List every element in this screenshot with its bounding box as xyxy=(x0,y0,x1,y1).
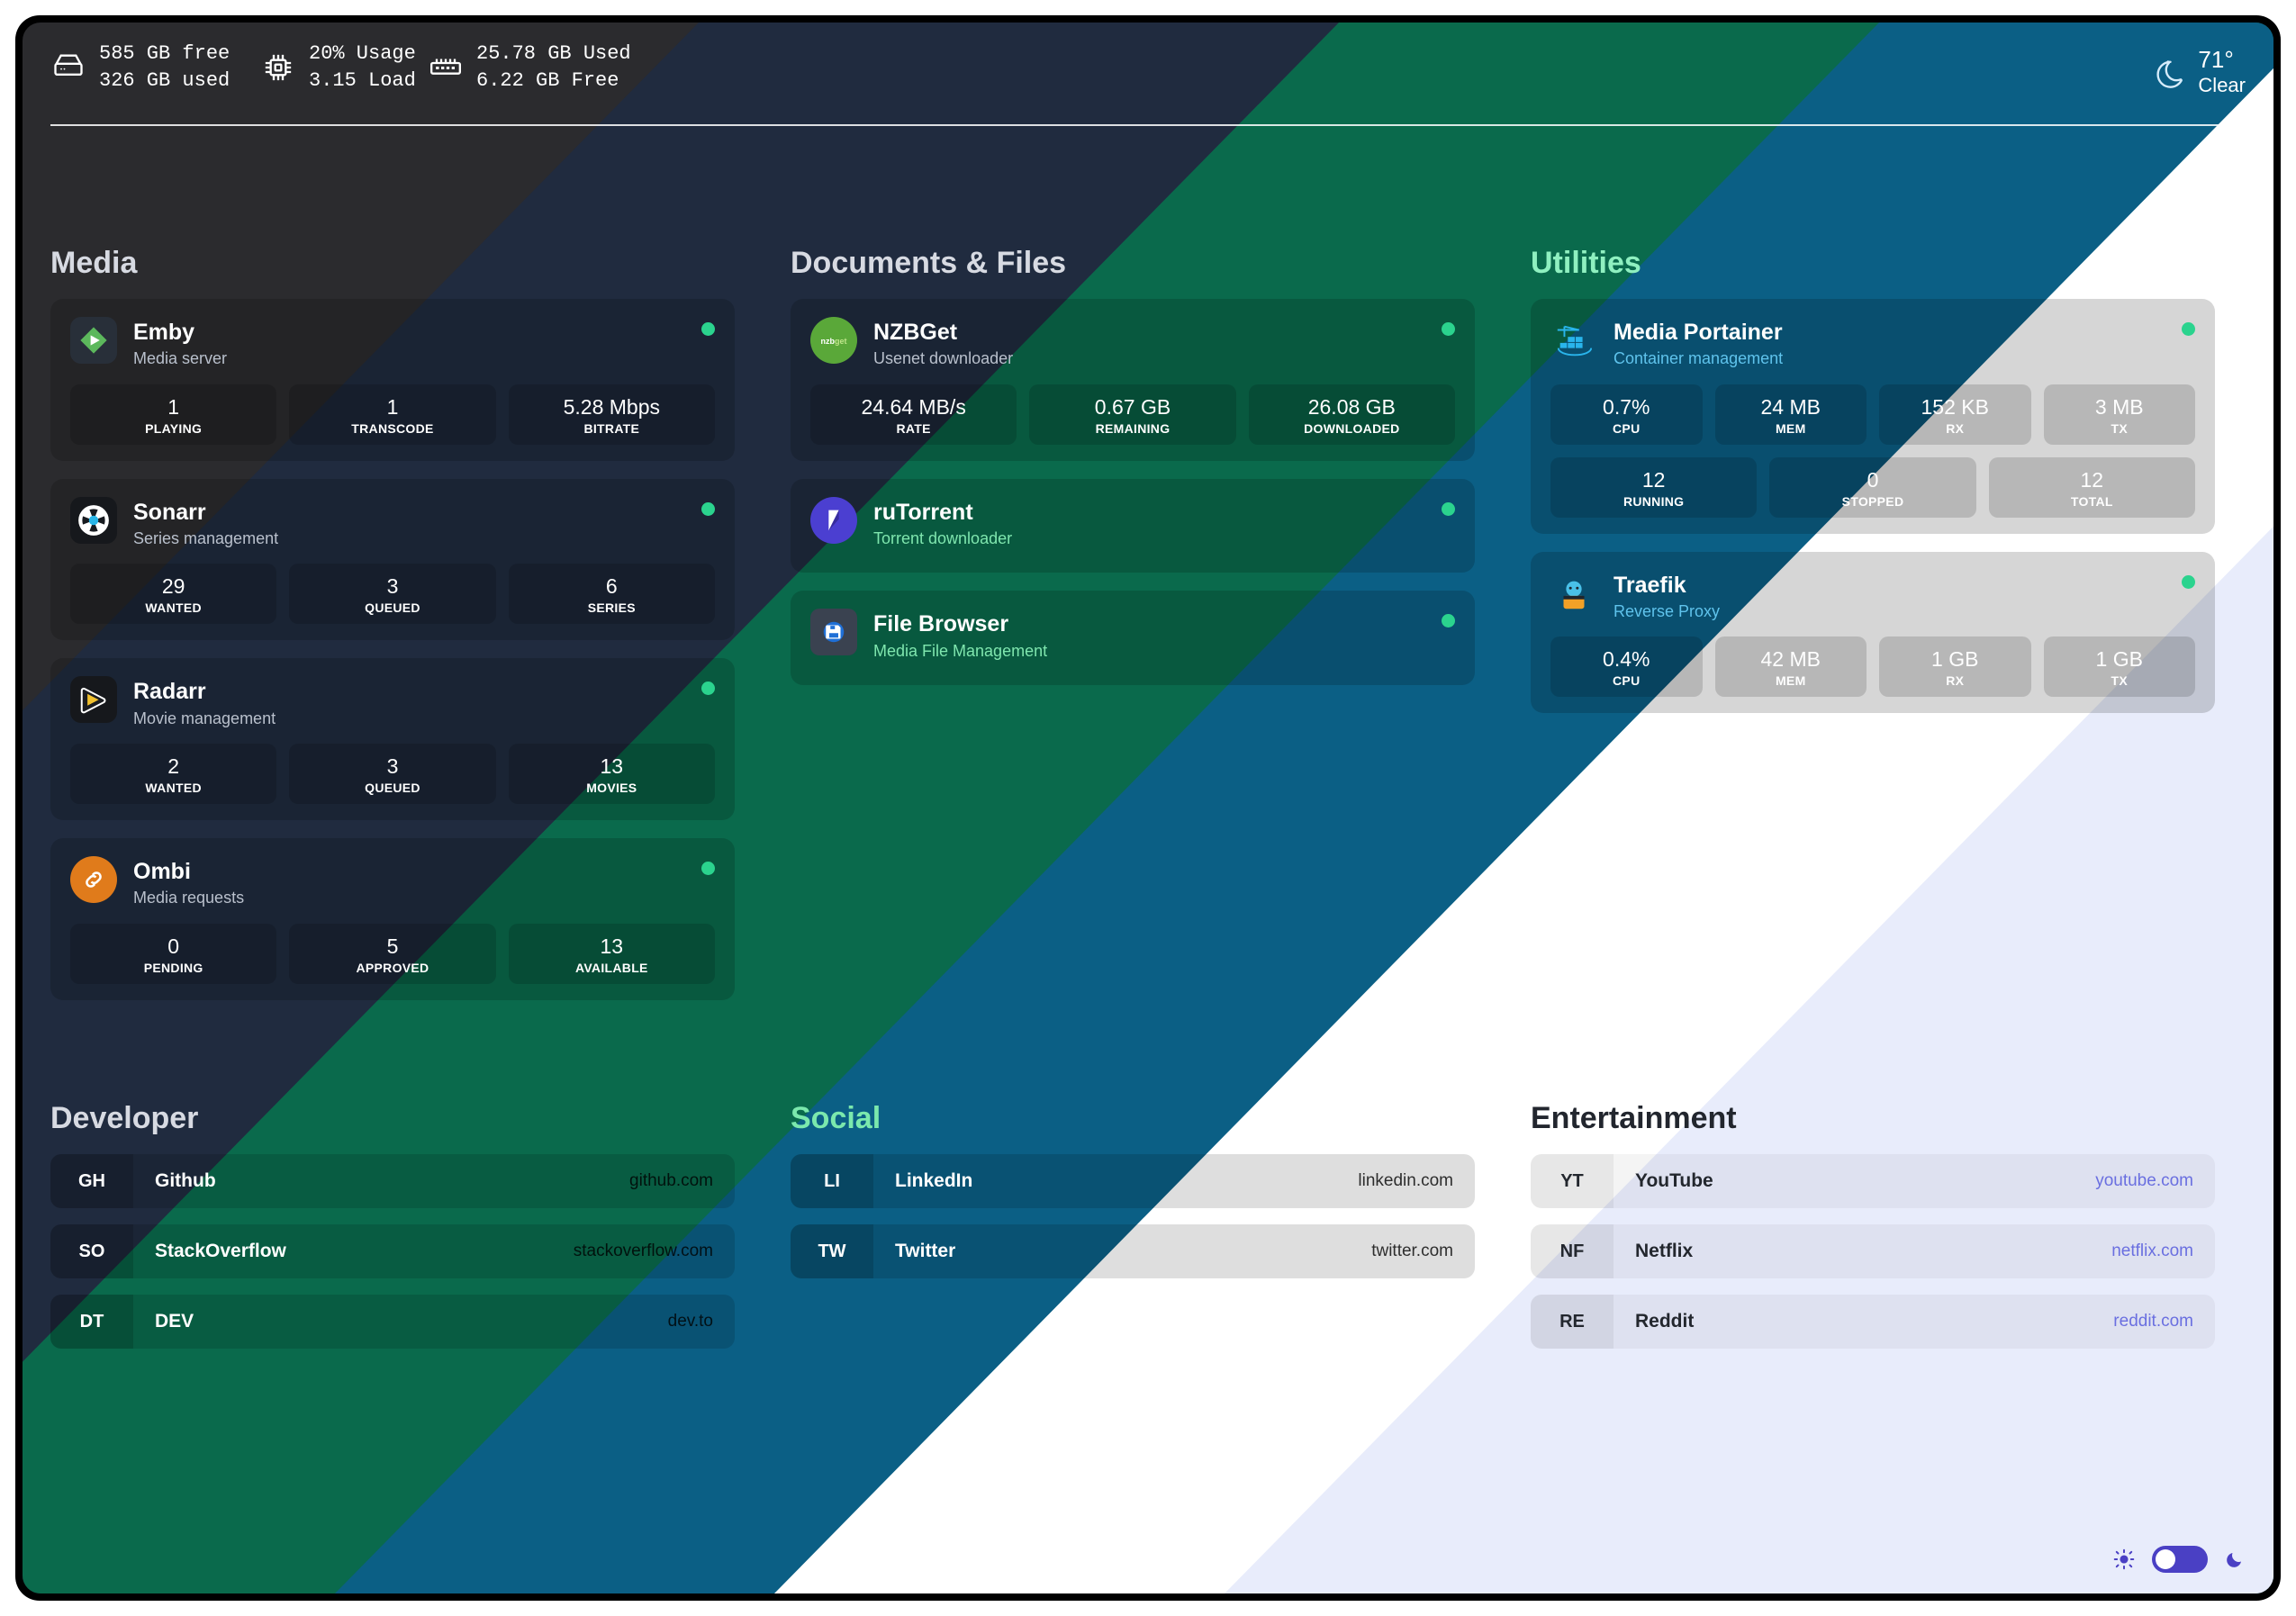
svg-text:nzbget: nzbget xyxy=(821,337,847,346)
